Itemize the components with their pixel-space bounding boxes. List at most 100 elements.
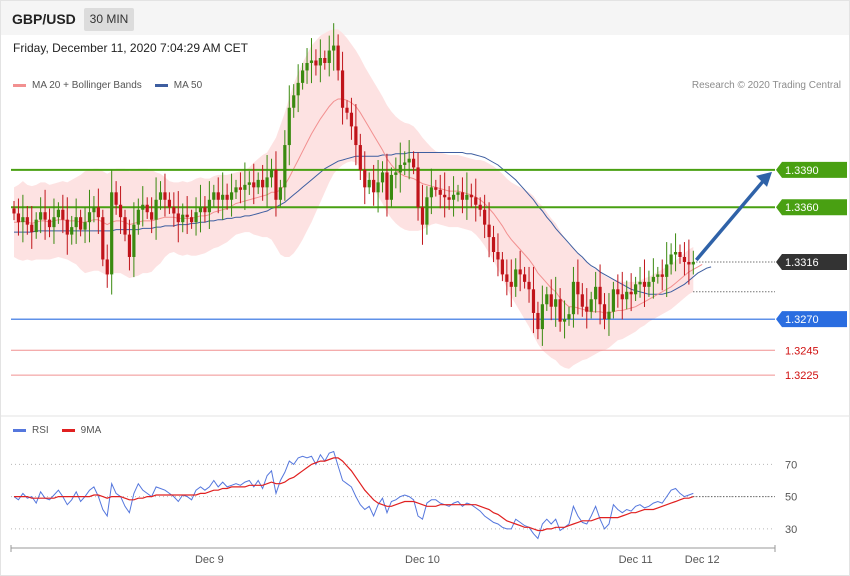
candle-body bbox=[163, 192, 167, 200]
rsi-legend: RSI 9MA bbox=[13, 425, 101, 436]
candle-body bbox=[158, 192, 163, 200]
rsi-ma-line bbox=[14, 457, 694, 532]
candle-body bbox=[642, 281, 647, 287]
candle-body bbox=[332, 45, 336, 51]
candle-body bbox=[101, 217, 105, 260]
ma50-swatch bbox=[154, 84, 168, 87]
chart-header: GBP/USD 30 MIN bbox=[1, 1, 849, 35]
candle-body bbox=[274, 169, 278, 200]
candle-body bbox=[221, 194, 225, 200]
candle-body bbox=[491, 237, 496, 253]
rsi-tick-30: 30 bbox=[785, 524, 797, 536]
candle-body bbox=[167, 199, 171, 208]
candle-body bbox=[265, 177, 269, 188]
candle-body bbox=[52, 217, 56, 228]
candle-body bbox=[531, 289, 536, 313]
rsi-line bbox=[13, 450, 694, 540]
candle-body bbox=[336, 45, 340, 71]
candle-body bbox=[514, 269, 518, 287]
candle-body bbox=[554, 299, 558, 307]
candle-body bbox=[407, 158, 411, 163]
candle-body bbox=[216, 192, 220, 200]
candle-body bbox=[487, 224, 491, 238]
candle-body bbox=[691, 261, 695, 265]
price-legend: MA 20 + Bollinger Bands MA 50 bbox=[13, 80, 202, 91]
candle-body bbox=[247, 182, 251, 185]
candle-body bbox=[567, 314, 571, 320]
rsi-tick-50: 50 bbox=[785, 492, 797, 504]
x-tick-label-Dec-10: Dec 10 bbox=[405, 554, 440, 566]
candle-body bbox=[150, 212, 154, 220]
level-label-1.3316: 1.3316 bbox=[785, 257, 819, 269]
candle-body bbox=[238, 187, 243, 190]
candle-body bbox=[620, 294, 624, 300]
candle-body bbox=[656, 274, 660, 277]
candle-body bbox=[571, 281, 576, 315]
candle-body bbox=[345, 107, 349, 113]
candle-body bbox=[536, 312, 540, 330]
candle-body bbox=[92, 207, 96, 213]
candle-body bbox=[176, 213, 180, 223]
candle-body bbox=[558, 299, 562, 322]
candle-body bbox=[194, 212, 198, 223]
candle-body bbox=[460, 192, 465, 200]
candle-body bbox=[687, 261, 691, 265]
candle-body bbox=[105, 259, 109, 275]
candle-body bbox=[154, 199, 158, 220]
candle-body bbox=[132, 224, 136, 257]
candle-body bbox=[602, 304, 607, 320]
x-tick-label-Dec-9: Dec 9 bbox=[195, 554, 224, 566]
candle-body bbox=[256, 179, 260, 188]
timestamp: Friday, December 11, 2020 7:04:29 AM CET bbox=[13, 41, 249, 55]
candle-body bbox=[301, 70, 305, 83]
candle-body bbox=[96, 207, 100, 218]
candle-body bbox=[376, 182, 380, 193]
candle-body bbox=[429, 187, 433, 198]
candle-body bbox=[607, 311, 611, 320]
candle-body bbox=[380, 172, 385, 183]
candle-body bbox=[527, 281, 531, 290]
candle-body bbox=[594, 286, 598, 300]
candle-body bbox=[518, 269, 522, 275]
candle-body bbox=[181, 214, 185, 223]
candle-body bbox=[634, 284, 638, 295]
candle-body bbox=[523, 274, 527, 282]
candle-body bbox=[585, 306, 589, 312]
candle-body bbox=[43, 212, 47, 220]
candle-body bbox=[56, 209, 60, 218]
candle-body bbox=[447, 197, 451, 200]
level-tag-1.3390 bbox=[776, 161, 847, 178]
candle-body bbox=[465, 194, 469, 200]
candle-body bbox=[660, 274, 664, 277]
candle-body bbox=[327, 50, 331, 63]
candle-body bbox=[443, 194, 447, 198]
candle-body bbox=[340, 70, 345, 108]
candle-body bbox=[669, 254, 673, 265]
candle-body bbox=[363, 169, 367, 188]
candle-body bbox=[354, 126, 358, 146]
candle-body bbox=[118, 204, 123, 218]
candle-body bbox=[34, 219, 38, 233]
candle-body bbox=[172, 207, 176, 214]
candle-body bbox=[145, 204, 149, 213]
candle-body bbox=[474, 197, 478, 205]
level-tag-1.3270 bbox=[776, 311, 847, 328]
candle-body bbox=[318, 58, 322, 66]
candle-body bbox=[349, 112, 354, 127]
candle-body bbox=[314, 60, 318, 66]
candle-body bbox=[509, 281, 513, 287]
legend-rsi-ma: 9MA bbox=[80, 425, 102, 436]
candle-body bbox=[25, 217, 29, 225]
candle-body bbox=[589, 299, 593, 312]
legend-rsi: RSI bbox=[32, 425, 49, 436]
candle-body bbox=[61, 209, 65, 220]
candle-body bbox=[403, 162, 407, 165]
level-label-1.3270: 1.3270 bbox=[785, 314, 819, 326]
candle-body bbox=[412, 158, 416, 168]
candle-body bbox=[123, 217, 127, 235]
candle-body bbox=[141, 204, 145, 210]
timeframe-badge[interactable]: 30 MIN bbox=[84, 8, 134, 31]
candle-body bbox=[673, 252, 678, 255]
candle-body bbox=[234, 187, 238, 193]
